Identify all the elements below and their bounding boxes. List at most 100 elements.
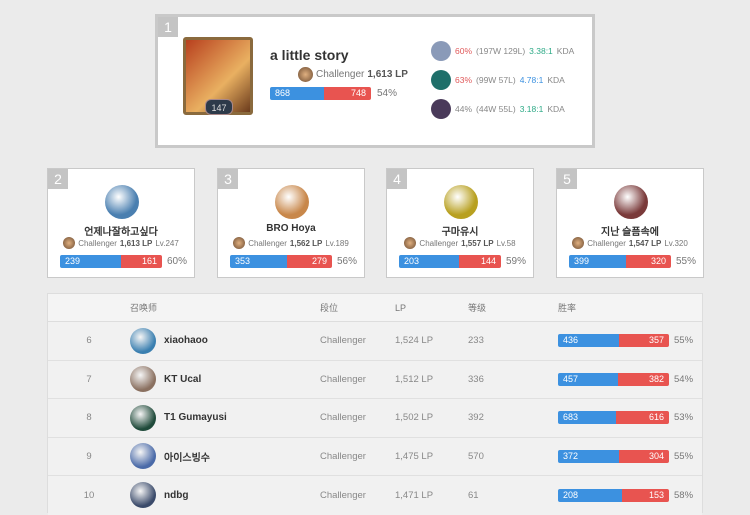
- ranked-card[interactable]: 5 지난 슬픔속에 Challenger 1,547 LP Lv.320 399 32…: [556, 168, 704, 278]
- rank: 7: [86, 373, 92, 385]
- winloss-bar: 457 382: [558, 372, 669, 386]
- champion-icon: [431, 99, 451, 119]
- losses: 357: [619, 334, 669, 348]
- summoner-name[interactable]: 아이스빙수: [164, 452, 210, 464]
- header-level: 等级: [468, 303, 487, 313]
- header-summoner: 召唤师: [130, 303, 158, 313]
- tier: Challenger: [320, 335, 366, 347]
- losses: 144: [459, 255, 501, 268]
- table-row[interactable]: 10 ndbg Challenger 1,471 LP 61 208 153 58%: [48, 476, 702, 515]
- champion-kda: 3.18:1: [519, 104, 544, 114]
- ranked-card[interactable]: 4 구마유시 Challenger 1,557 LP Lv.58 203 144 59%: [386, 168, 534, 278]
- most-champion[interactable]: 44% (44W 55L) 3.18:1 KDA: [431, 99, 565, 119]
- challenger-emblem-icon: [572, 237, 585, 249]
- winrate-row: 868 748 54%: [270, 87, 397, 100]
- champion-record: (44W 55L): [476, 104, 516, 114]
- winloss-bar: 436 357: [558, 334, 669, 348]
- winrate: 60%: [167, 256, 188, 267]
- wins: 208: [558, 488, 622, 502]
- champion-record: (197W 129L): [476, 46, 526, 56]
- tier: Challenger: [320, 489, 366, 501]
- lp: 1,475 LP: [395, 450, 434, 462]
- winrate: 56%: [337, 256, 358, 267]
- summoner-name[interactable]: 지난 슬픔속에: [601, 227, 659, 238]
- losses: 279: [287, 255, 332, 268]
- winrate-row: 203 144 59%: [399, 255, 526, 268]
- tier-info: Challenger 1,547 LP Lv.320: [557, 237, 703, 249]
- summoner-name[interactable]: KT Ucal: [164, 373, 202, 385]
- losses: 320: [626, 255, 671, 268]
- summoner-name[interactable]: T1 Gumayusi: [164, 412, 227, 424]
- challenger-emblem-icon: [233, 237, 246, 249]
- summoner-name[interactable]: ndbg: [164, 489, 189, 501]
- challenger-emblem-icon: [404, 237, 417, 249]
- winloss-bar: 203 144: [399, 255, 501, 268]
- losses: 161: [121, 255, 162, 268]
- winrate: 53%: [674, 412, 694, 424]
- rank-badge: 3: [218, 169, 238, 189]
- wins: 372: [558, 449, 619, 463]
- winloss-bar: 399 320: [569, 255, 671, 268]
- profile-icon: [105, 185, 139, 219]
- champion-winrate: 44%: [455, 104, 473, 114]
- rank: 8: [86, 412, 92, 424]
- wins: 683: [558, 411, 616, 425]
- summoner-name[interactable]: BRO Hoya: [266, 223, 316, 234]
- table-row[interactable]: 8 T1 Gumayusi Challenger 1,502 LP 392 68…: [48, 399, 702, 438]
- champion-winrate: 60%: [455, 46, 473, 56]
- most-champion[interactable]: 63% (99W 57L) 4.78:1 KDA: [431, 70, 565, 90]
- wins: 203: [399, 255, 459, 268]
- profile-icon: [130, 404, 156, 431]
- winrate: 58%: [674, 489, 694, 501]
- table-row[interactable]: 9 아이스빙수 Challenger 1,475 LP 570 372 304 55…: [48, 437, 702, 476]
- level: 233: [468, 335, 484, 347]
- profile-icon: [275, 185, 309, 219]
- tier: Challenger: [320, 450, 366, 462]
- wins: 353: [230, 255, 287, 268]
- summoner-name[interactable]: xiaohaoo: [164, 335, 208, 347]
- ranked-card[interactable]: 3 BRO Hoya Challenger 1,562 LP Lv.189 353 2…: [217, 168, 365, 278]
- tier-info: Challenger 1,562 LP Lv.189: [218, 237, 364, 249]
- top-ranked-card[interactable]: 1 147 a little story Challenger 1,613 LP…: [155, 14, 595, 148]
- table-row[interactable]: 7 KT Ucal Challenger 1,512 LP 336 457 382…: [48, 360, 702, 399]
- summoner-name[interactable]: 구마유시: [441, 227, 479, 238]
- most-champion[interactable]: 60% (197W 129L) 3.38:1 KDA: [431, 41, 574, 61]
- winrate: 55%: [674, 450, 694, 462]
- losses: 153: [622, 488, 669, 502]
- table-row[interactable]: 6 xiaohaoo Challenger 1,524 LP 233 436 35…: [48, 322, 702, 361]
- wins: 868: [270, 87, 324, 100]
- wins: 399: [569, 255, 626, 268]
- ranked-card[interactable]: 2 언제나잘하고싶다 Challenger 1,613 LP Lv.247 239 1…: [47, 168, 195, 278]
- lp: 1,471 LP: [395, 489, 434, 501]
- champion-record: (99W 57L): [476, 75, 516, 85]
- profile-icon: [130, 482, 156, 509]
- losses: 616: [616, 411, 669, 425]
- wins: 436: [558, 334, 619, 348]
- summoner-name[interactable]: 언제나잘하고싶다: [84, 227, 158, 238]
- winloss-bar: 239 161: [60, 255, 162, 268]
- header-lp: LP: [395, 302, 407, 313]
- challenger-emblem-icon: [63, 237, 76, 249]
- tier-label: Challenger: [316, 69, 365, 80]
- kda-label: KDA: [547, 75, 565, 85]
- wins: 457: [558, 372, 618, 386]
- rank: 6: [86, 335, 92, 347]
- champion-icon: [431, 70, 451, 90]
- ranking-table: 召唤师 段位 LP 等级 胜率 6 xiaohaoo Challenger 1,…: [47, 293, 703, 515]
- rank: 9: [86, 450, 92, 462]
- profile-icon: [444, 185, 478, 219]
- winrate-row: 353 279 56%: [230, 255, 357, 268]
- champion-winrate: 63%: [455, 75, 473, 85]
- rank-badge: 4: [387, 169, 407, 189]
- winrate: 54%: [377, 88, 398, 99]
- winloss-bar: 683 616: [558, 411, 669, 425]
- summoner-name[interactable]: a little story: [270, 47, 349, 63]
- winrate-row: 239 161 60%: [60, 255, 187, 268]
- losses: 382: [618, 372, 669, 386]
- winrate: 55%: [676, 256, 697, 267]
- winrate: 59%: [506, 256, 527, 267]
- rank: 10: [83, 489, 95, 501]
- rank-badge: 1: [158, 17, 178, 37]
- profile-icon: [614, 185, 648, 219]
- level: 392: [468, 412, 484, 424]
